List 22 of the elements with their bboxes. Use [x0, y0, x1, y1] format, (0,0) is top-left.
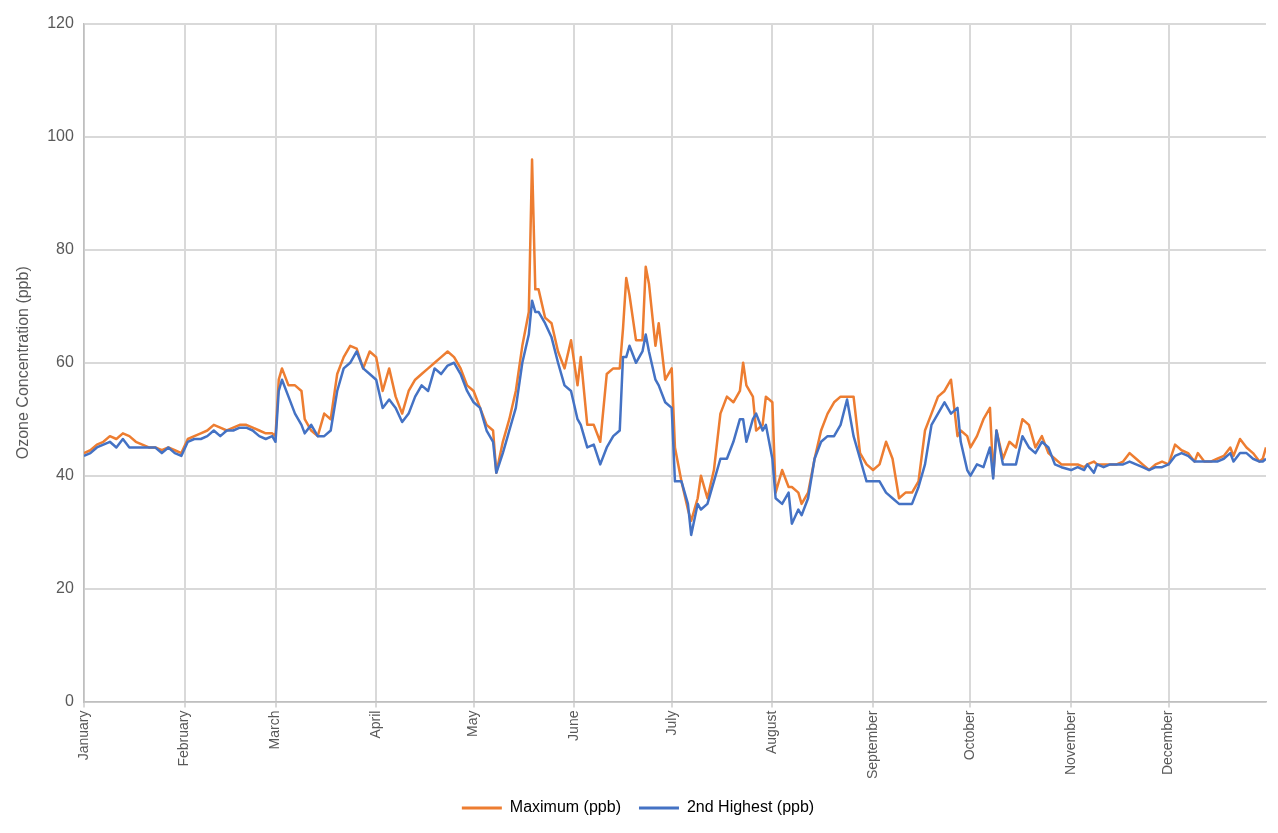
x-tick-label: November	[1062, 710, 1079, 776]
x-tick-label: July	[662, 710, 679, 736]
y-tick-label: 40	[56, 466, 74, 484]
y-tick-label: 0	[64, 691, 74, 709]
x-tick-label: August	[763, 710, 780, 755]
x-tick-label: February	[175, 710, 192, 767]
x-tick-label: October	[961, 710, 978, 761]
y-tick-label: 120	[47, 14, 74, 32]
x-tick-label: March	[266, 710, 283, 750]
legend-label: 2nd Highest (ppb)	[686, 798, 815, 816]
y-tick-label: 60	[56, 353, 74, 371]
x-tick-label: June	[565, 710, 582, 741]
y-tick-label: 80	[56, 240, 74, 258]
legend-label: Maximum (ppb)	[509, 798, 621, 816]
x-tick-label: December	[1159, 710, 1176, 776]
x-tick-label: January	[74, 710, 91, 761]
y-tick-label: 100	[47, 127, 74, 145]
x-tick-label: September	[863, 710, 880, 779]
x-tick-label: April	[367, 710, 384, 739]
y-axis-title: Ozone Concentration (ppb)	[14, 266, 32, 460]
x-tick-label: May	[464, 710, 481, 737]
y-tick-label: 20	[56, 579, 74, 596]
